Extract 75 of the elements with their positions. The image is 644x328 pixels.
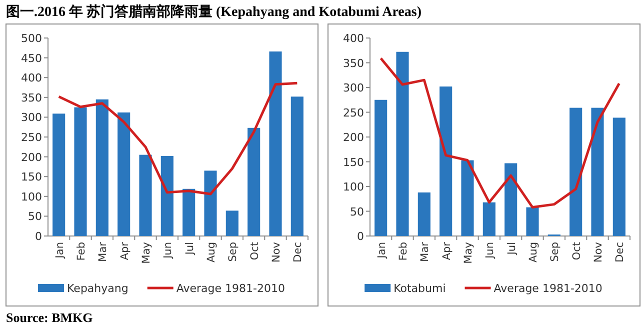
chart-title: 图一.2016 年 苏门答腊南部降雨量 (Kepahyang and Kotabumi Areas) — [6, 3, 422, 20]
bar — [248, 128, 260, 236]
bar — [482, 202, 496, 236]
bar — [612, 118, 626, 236]
y-tick-label: 450 — [21, 52, 42, 65]
x-tick-label: Feb — [76, 242, 88, 261]
bar — [226, 210, 238, 236]
x-tick-label: Oct — [248, 242, 261, 260]
x-tick-label: Sep — [227, 242, 240, 262]
line-series — [380, 57, 620, 209]
x-tick-label: Jul — [184, 242, 196, 256]
y-tick-label: 50 — [28, 210, 42, 224]
bar — [570, 108, 582, 236]
bar — [118, 112, 130, 236]
y-tick-label: 100 — [343, 180, 364, 194]
x-tick-label: May — [140, 242, 152, 264]
x-tick-label: Mar — [97, 241, 110, 262]
bar — [461, 160, 474, 236]
legend-label: Average 1981-2010 — [494, 282, 602, 295]
bar — [96, 99, 108, 236]
legend-label: Kepahyang — [67, 282, 128, 295]
bar — [374, 100, 388, 236]
x-tick-label: Jul — [506, 242, 518, 256]
bar — [290, 96, 304, 236]
y-tick-label: 0 — [357, 230, 364, 243]
legend-label: Kotabumi — [394, 282, 446, 295]
x-tick-label: Jan — [54, 242, 66, 260]
y-tick-label: 0 — [35, 230, 42, 243]
y-tick-label: 200 — [343, 131, 364, 144]
x-tick-label: Nov — [270, 242, 282, 262]
y-tick-label: 350 — [21, 91, 42, 104]
source-note: Source: BMKG — [6, 310, 93, 325]
x-tick-label: Jan — [376, 242, 388, 260]
x-tick-label: Sep — [549, 242, 562, 262]
y-tick-label: 250 — [21, 131, 42, 144]
bar — [160, 156, 174, 236]
y-tick-label: 350 — [343, 56, 364, 70]
bar — [204, 170, 217, 236]
x-tick-label: Aug — [206, 242, 218, 263]
bar — [269, 51, 282, 236]
y-tick-label: 400 — [21, 72, 42, 85]
y-tick-label: 250 — [343, 106, 364, 120]
y-tick-label: 150 — [21, 170, 42, 184]
x-tick-label: Nov — [592, 242, 604, 262]
y-tick-label: 100 — [21, 190, 42, 204]
y-tick-label: 300 — [343, 82, 364, 94]
bar — [591, 108, 604, 236]
x-tick-label: Aug — [528, 242, 540, 263]
bar — [139, 154, 152, 236]
x-tick-label: Apr — [440, 241, 453, 260]
y-tick-label: 400 — [343, 32, 364, 45]
x-tick-label: Mar — [419, 241, 432, 262]
y-tick-label: 50 — [350, 205, 364, 218]
bar — [440, 86, 452, 236]
x-tick-label: Feb — [398, 242, 410, 261]
y-tick-label: 500 — [21, 32, 42, 45]
bar — [526, 207, 539, 236]
x-tick-label: Jun — [484, 242, 496, 260]
x-tick-label: Dec — [614, 242, 626, 262]
legend-label: Average 1981-2010 — [176, 282, 285, 295]
y-tick-label: 300 — [21, 111, 42, 124]
bar — [396, 52, 409, 236]
line-series — [58, 82, 298, 196]
y-tick-label: 150 — [343, 156, 364, 169]
bar — [182, 188, 196, 236]
x-tick-label: Dec — [292, 242, 304, 262]
bar — [504, 163, 518, 236]
x-tick-label: Jun — [162, 242, 174, 260]
x-tick-label: May — [462, 242, 474, 264]
bar — [418, 192, 430, 236]
y-tick-label: 200 — [21, 150, 42, 164]
bar — [74, 107, 87, 236]
x-tick-label: Oct — [570, 242, 583, 260]
bar — [52, 114, 66, 236]
x-tick-label: Apr — [118, 241, 131, 260]
